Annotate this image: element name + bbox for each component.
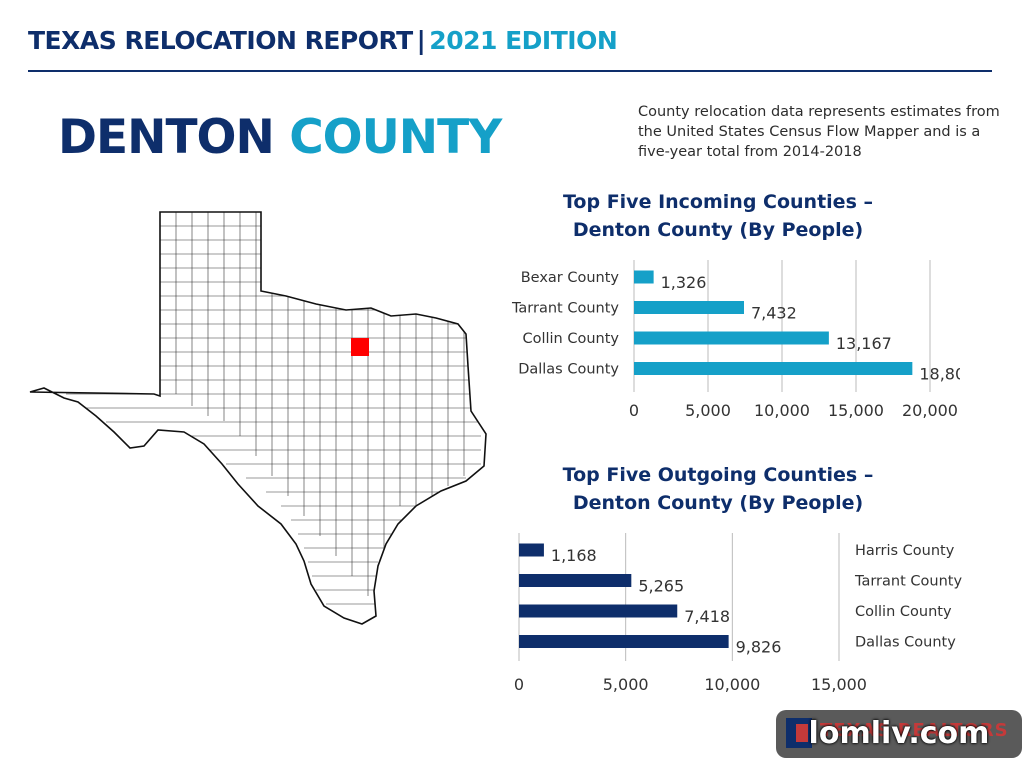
outgoing-title-line2: Denton County (By People) xyxy=(572,492,864,514)
texas-county-map xyxy=(29,211,487,625)
outgoing-category-label: Harris County xyxy=(855,543,955,559)
denton-county-highlight xyxy=(351,338,369,356)
incoming-x-tick-label: 20,000 xyxy=(902,401,958,420)
incoming-value-label: 18,807 xyxy=(919,365,960,384)
incoming-category-label: Dallas County xyxy=(518,362,619,378)
incoming-x-tick-label: 10,000 xyxy=(754,401,810,420)
incoming-title-line2: Denton County (By People) xyxy=(572,219,864,241)
title-separator: | xyxy=(416,26,426,55)
outgoing-bar xyxy=(519,635,729,648)
county-title: DENTON COUNTY xyxy=(58,110,502,165)
county-name: DENTON xyxy=(58,110,275,165)
outgoing-value-label: 1,168 xyxy=(551,546,597,565)
incoming-x-tick-label: 15,000 xyxy=(828,401,884,420)
data-source-note: County relocation data represents estima… xyxy=(638,104,1000,160)
outgoing-title-line1: Top Five Outgoing Counties – xyxy=(562,464,874,486)
incoming-x-tick-label: 5,000 xyxy=(685,401,731,420)
incoming-bar xyxy=(634,301,744,314)
incoming-value-label: 1,326 xyxy=(661,273,707,292)
incoming-chart-title: Top Five Incoming Counties – Denton Coun… xyxy=(548,188,888,244)
incoming-bar xyxy=(634,270,654,284)
outgoing-x-tick-label: 15,000 xyxy=(811,675,867,694)
report-title: TEXAS RELOCATION REPORT xyxy=(28,26,413,55)
outgoing-bar xyxy=(519,604,678,618)
logo-brand-text: TEXAS REALTORS xyxy=(820,720,1009,741)
outgoing-bar-chart: 0 5,000 10,000 15,000 1,168 Harris County 5,26… xyxy=(514,533,962,694)
outgoing-bar xyxy=(519,543,544,557)
header-divider xyxy=(28,70,992,72)
texas-outline xyxy=(29,211,487,625)
outgoing-value-label: 5,265 xyxy=(638,577,684,596)
outgoing-category-label: Collin County xyxy=(855,604,952,620)
incoming-bar xyxy=(634,331,829,345)
report-header: TEXAS RELOCATION REPORT | 2021 EDITION xyxy=(28,26,618,55)
incoming-title-line1: Top Five Incoming Counties – xyxy=(562,191,873,213)
incoming-value-label: 13,167 xyxy=(836,334,892,353)
texas-realtors-logo: TEXAS REALTORS lomliv.com xyxy=(776,710,1022,758)
outgoing-x-tick-label: 5,000 xyxy=(603,675,649,694)
outgoing-bar xyxy=(519,574,632,587)
outgoing-x-tick-label: 10,000 xyxy=(704,675,760,694)
outgoing-value-label: 7,418 xyxy=(684,607,730,626)
outgoing-category-label: Dallas County xyxy=(855,635,956,651)
incoming-category-label: Bexar County xyxy=(521,270,620,286)
outgoing-chart-title: Top Five Outgoing Counties – Denton Coun… xyxy=(548,461,888,517)
county-word: COUNTY xyxy=(289,110,502,165)
edition-label: 2021 EDITION xyxy=(429,26,618,55)
watermark-text: lomliv.com xyxy=(808,716,990,751)
outgoing-x-tick-label: 0 xyxy=(514,675,524,694)
incoming-bar xyxy=(634,362,913,375)
county-grid xyxy=(66,212,481,616)
incoming-value-label: 7,432 xyxy=(751,304,797,323)
incoming-category-label: Collin County xyxy=(522,331,619,347)
realtors-logo-icon xyxy=(786,718,812,748)
incoming-bar-chart: 0 5,000 10,000 15,000 20,000 1,326 Bexar Count… xyxy=(511,260,960,420)
incoming-x-tick-label: 0 xyxy=(629,401,639,420)
incoming-category-label: Tarrant County xyxy=(511,301,619,317)
outgoing-value-label: 9,826 xyxy=(736,638,782,657)
outgoing-category-label: Tarrant County xyxy=(854,574,962,590)
